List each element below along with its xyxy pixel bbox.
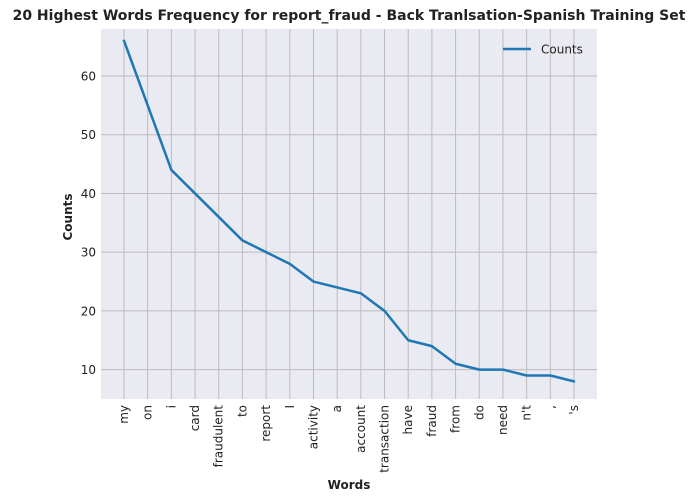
x-tick-label: activity bbox=[306, 405, 320, 449]
x-tick-label: a bbox=[330, 405, 344, 412]
x-tick-label: 's bbox=[567, 405, 581, 415]
x-tick-label: from bbox=[449, 405, 463, 433]
y-tick-label: 20 bbox=[81, 304, 96, 318]
chart-title: 20 Highest Words Frequency for report_fr… bbox=[13, 8, 686, 24]
x-axis-label: Words bbox=[328, 478, 371, 492]
x-tick-label: have bbox=[401, 405, 415, 434]
series-line-counts bbox=[122, 39, 576, 383]
x-tick-label: transaction bbox=[378, 405, 392, 473]
x-tick-label: I bbox=[283, 405, 297, 409]
grid-lines bbox=[101, 29, 597, 399]
x-tick-label: card bbox=[188, 405, 202, 431]
x-tick-label: do bbox=[472, 405, 486, 420]
x-tick-label: , bbox=[543, 405, 557, 409]
legend-label-counts: Counts bbox=[541, 43, 583, 57]
legend: Counts bbox=[503, 43, 583, 57]
y-axis-ticks: 10 20 30 40 50 60 bbox=[81, 69, 96, 377]
x-tick-label: i bbox=[164, 405, 178, 408]
y-tick-label: 10 bbox=[81, 363, 96, 377]
x-tick-label: account bbox=[354, 405, 368, 453]
plot-area bbox=[101, 29, 597, 399]
y-tick-label: 50 bbox=[81, 128, 96, 142]
y-tick-label: 30 bbox=[81, 246, 96, 260]
x-tick-label: n't bbox=[520, 405, 534, 421]
x-tick-label: on bbox=[141, 405, 155, 420]
x-tick-label: fraud bbox=[425, 405, 439, 437]
y-tick-label: 60 bbox=[81, 69, 96, 83]
x-tick-label: my bbox=[117, 405, 131, 424]
x-tick-label: fraudulent bbox=[212, 405, 226, 468]
y-tick-label: 40 bbox=[81, 187, 96, 201]
x-tick-label: to bbox=[235, 405, 249, 417]
x-tick-label: need bbox=[496, 405, 510, 435]
x-tick-label: report bbox=[259, 405, 273, 442]
y-axis-label: Counts bbox=[61, 193, 75, 240]
